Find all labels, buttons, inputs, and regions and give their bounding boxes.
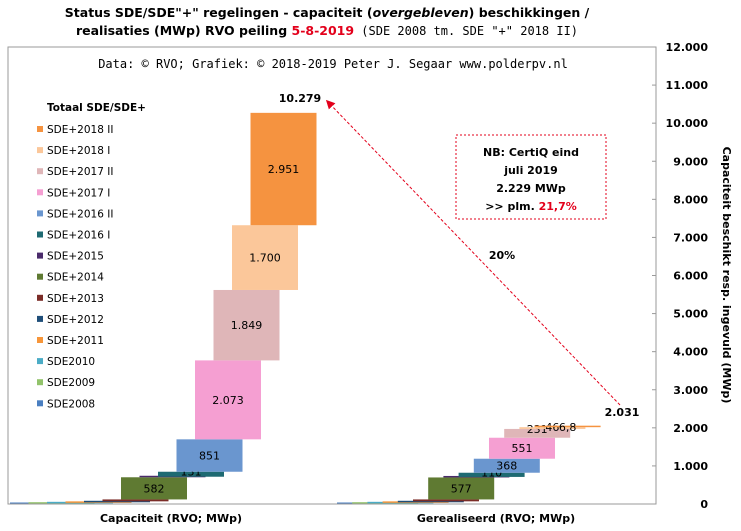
data-label: 851 [199,450,220,463]
y-tick-label: 7.000 [673,231,708,244]
legend-item: SDE+2011 [47,335,104,347]
legend-item: SDE+2017 II [47,166,113,178]
legend-swatch [37,168,43,175]
source-credit: Data: © RVO; Grafiek: © 2018-2019 Peter … [98,57,568,71]
bar-segment [473,458,540,473]
note-box [455,134,607,220]
y-tick-label: 12.000 [666,41,709,54]
legend-item: SDE+2014 [47,272,104,284]
legend-item: SDE2008 [47,398,95,410]
legend-item: SDE+2016 I [47,230,110,242]
bar-segment [121,477,187,500]
data-label: 2.951 [268,163,300,176]
bar-segment [213,289,280,361]
legend-item: SDE+2018 I [47,145,110,157]
legend-swatch [37,294,43,301]
legend-item: SDE+2016 II [47,208,113,220]
data-label: 368 [496,460,517,473]
data-label: 1.700 [249,252,281,265]
bar-segment [176,439,243,472]
bar-segment [397,500,464,503]
legend-swatch [37,231,43,238]
note-line1: NB: CertiQ eind [483,146,579,159]
chart-title-line1: Status SDE/SDE"+" regelingen - capacitei… [65,5,590,20]
note-line2: juli 2019 [503,164,558,177]
y-tick-label: 10.000 [666,117,709,130]
bar-segment [250,112,317,226]
legend-swatch [37,358,43,365]
y-axis-label: Capaciteit beschikt resp. ingevuld (MWp) [720,147,733,404]
category-label-capaciteit: Capaciteit (RVO; MWp) [100,512,242,525]
legend-swatch [37,189,43,196]
total-label-gerealiseerd: 2.031 [605,406,640,419]
legend-item: SDE+2015 [47,251,104,263]
data-label: 582 [144,482,165,495]
data-label: 551 [512,442,533,455]
data-label: 2.073 [212,394,244,407]
bars: 5821318512.0731.8491.7002.95157711036855… [10,112,601,504]
legend-item: SDE+2017 I [47,187,110,199]
legend-swatch [37,210,43,217]
legend-swatch [37,147,43,154]
y-tick-label: 6.000 [673,270,708,283]
growth-arrow [325,99,621,406]
y-tick-label: 5.000 [673,308,708,321]
bar-segment [428,477,495,500]
total-label-capaciteit: 10.279 [279,92,321,105]
data-label: 577 [451,482,472,495]
y-tick-label: 0 [700,498,708,511]
bar-segment [489,437,555,459]
legend: Totaal SDE/SDE+ SDE+2018 II SDE+2018 I SDE… [37,102,146,410]
category-label-gerealiseerd: Gerealiseerd (RVO; MWp) [417,512,575,525]
data-label: 6,8 [559,421,577,434]
data-label: 1.849 [231,319,263,332]
y-tick-label: 3.000 [673,384,708,397]
arrow-percentage-label: 20% [489,249,515,262]
note-line3: 2.229 MWp [496,182,566,195]
y-tick-label: 9.000 [673,155,708,168]
legend-swatch [37,400,43,407]
bar-segment [232,225,298,290]
y-tick-label: 2.000 [673,422,708,435]
legend-swatch [37,379,43,386]
legend-swatch [37,273,43,280]
bar-segment [195,360,261,440]
bar-segment [158,471,224,477]
y-axis: 0 1.000 2.000 3.000 4.000 5.000 6.000 7.000 8.00… [652,41,708,511]
y-tick-label: 1.000 [673,460,708,473]
legend-title: Totaal SDE/SDE+ [47,102,146,114]
legend-item: SDE2010 [47,356,95,368]
note-line4: >> plm. 21,7% [485,200,577,213]
legend-swatch [37,337,43,343]
y-tick-label: 4.000 [673,346,708,359]
legend-swatch [37,252,43,259]
legend-item: SDE2009 [47,377,95,389]
legend-item: SDE+2018 II [47,124,113,136]
legend-swatch [37,315,43,322]
bar-segment [519,427,586,429]
legend-item: SDE+2012 [47,314,104,326]
data-label: 46 [545,421,559,434]
bar-segment [504,428,571,438]
bar-segment [84,500,150,503]
y-tick-label: 8.000 [673,193,708,206]
y-tick-label: 11.000 [666,79,709,92]
bar-segment [102,499,169,502]
legend-item: SDE+2013 [47,293,104,305]
bar-segment [413,499,479,502]
chart-title-line2: realisaties (MWp) RVO peiling 5-8-2019 (… [76,23,578,38]
bar-segment [534,425,601,428]
bar-segment [458,472,525,477]
legend-swatch [37,126,43,132]
